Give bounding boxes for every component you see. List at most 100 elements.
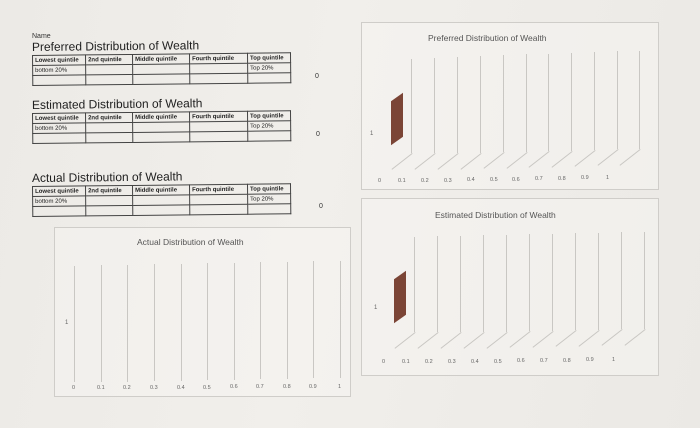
- table-cell[interactable]: [247, 130, 291, 142]
- estimated-bar: [394, 270, 406, 324]
- table-cell[interactable]: [85, 122, 133, 133]
- actual-chart-title: Actual Distribution of Wealth: [137, 237, 244, 247]
- table-cell[interactable]: bottom 20%: [32, 122, 86, 134]
- table-cell[interactable]: [32, 132, 86, 144]
- table-cell[interactable]: Top 20%: [247, 193, 291, 205]
- table-cell[interactable]: [132, 194, 190, 206]
- x-tick: 0.6: [517, 358, 525, 364]
- gridline: [434, 58, 435, 153]
- table-cell[interactable]: [189, 73, 248, 84]
- gridline: [644, 232, 645, 329]
- header-cell: Middle quintile: [132, 184, 190, 196]
- x-tick: 0.2: [421, 178, 429, 184]
- x-tick: 0.7: [535, 176, 543, 182]
- table-cell[interactable]: [132, 73, 190, 85]
- preferred-chart: Preferred Distribution of Wealth 1 0 0.1…: [361, 22, 659, 190]
- table-cell[interactable]: [132, 121, 190, 133]
- table-cell[interactable]: [85, 195, 133, 206]
- gridline: [575, 233, 576, 330]
- table-cell[interactable]: [85, 74, 133, 85]
- table-cell[interactable]: [85, 205, 133, 216]
- x-tick: 0.8: [563, 358, 571, 364]
- table-cell[interactable]: [32, 74, 86, 86]
- header-cell: Middle quintile: [132, 53, 190, 65]
- x-tick: 0.8: [283, 384, 291, 390]
- table-cell[interactable]: bottom 20%: [32, 64, 86, 76]
- table-cell[interactable]: [132, 204, 190, 216]
- x-tick: 0: [72, 385, 76, 391]
- x-tick: 0.3: [150, 385, 158, 391]
- x-tick: 1: [338, 384, 342, 390]
- gridline: [598, 233, 599, 330]
- gridline: [506, 235, 507, 332]
- table-cell[interactable]: [85, 132, 133, 143]
- header-cell: Fourth quintile: [189, 111, 248, 122]
- gridline: [617, 51, 618, 149]
- gridline: [440, 332, 462, 349]
- table-cell[interactable]: [132, 63, 190, 75]
- gridline: [74, 266, 75, 382]
- table-cell[interactable]: [189, 63, 248, 74]
- gridline: [260, 262, 261, 379]
- gridline: [457, 57, 458, 153]
- header-cell: Fourth quintile: [189, 184, 248, 195]
- actual-table-title: Actual Distribution of Wealth: [31, 169, 183, 185]
- x-tick: 0.4: [467, 177, 475, 183]
- table-cell[interactable]: [189, 194, 248, 205]
- x-tick: 0.6: [512, 177, 520, 183]
- table-cell[interactable]: [247, 203, 291, 215]
- gridline: [391, 153, 413, 170]
- table-cell[interactable]: [189, 131, 248, 142]
- gridline: [460, 236, 461, 332]
- gridline: [509, 331, 531, 348]
- x-tick: 0: [378, 178, 382, 184]
- gridline: [597, 149, 619, 166]
- estimated-side-value: 0: [316, 131, 320, 138]
- x-tick: 0.5: [490, 177, 498, 183]
- table-cell[interactable]: [85, 64, 133, 75]
- table-cell[interactable]: [189, 204, 248, 215]
- estimated-chart: Estimated Distribution of Wealth 1 0 0.1…: [361, 198, 659, 376]
- table-cell[interactable]: [32, 205, 86, 217]
- gridline: [414, 153, 436, 170]
- gridline: [287, 262, 288, 379]
- gridline: [594, 52, 595, 150]
- gridline: [486, 332, 508, 349]
- actual-chart: Actual Distribution of Wealth 1 0 0.1 0.…: [54, 227, 351, 397]
- table-cell[interactable]: Top 20%: [247, 120, 291, 132]
- header-cell: Middle quintile: [132, 111, 190, 123]
- header-cell: 2nd quintile: [85, 112, 133, 123]
- estimated-chart-title: Estimated Distribution of Wealth: [435, 210, 556, 220]
- gridline: [578, 330, 600, 347]
- x-tick: 0.9: [581, 175, 589, 181]
- x-tick: 0.5: [494, 359, 502, 365]
- gridline: [154, 264, 155, 381]
- table-cell[interactable]: [132, 131, 190, 143]
- gridline: [181, 264, 182, 381]
- gridline: [532, 331, 554, 348]
- header-cell: Lowest quintile: [32, 185, 86, 197]
- header-cell: Top quintile: [247, 52, 291, 64]
- gridline: [503, 55, 504, 152]
- gridline: [526, 54, 527, 152]
- x-tick: 0.1: [402, 359, 410, 365]
- header-cell: Lowest quintile: [32, 54, 86, 66]
- x-tick: 0.7: [540, 358, 548, 364]
- x-tick: 0.6: [230, 384, 238, 390]
- x-tick: 0.3: [448, 359, 456, 365]
- gridline: [207, 263, 208, 380]
- table-cell[interactable]: [247, 72, 291, 84]
- gridline: [483, 235, 484, 332]
- gridline: [234, 263, 235, 380]
- table-cell[interactable]: bottom 20%: [32, 195, 86, 207]
- estimated-table-title: Estimated Distribution of Wealth: [31, 96, 203, 112]
- x-tick: 0.8: [558, 176, 566, 182]
- preferred-bar: [391, 92, 403, 146]
- gridline: [414, 237, 415, 332]
- estimated-distribution-table: Lowest quintile 2nd quintile Middle quin…: [32, 110, 291, 144]
- table-cell[interactable]: Top 20%: [247, 62, 291, 74]
- table-cell[interactable]: [189, 121, 248, 132]
- gridline: [463, 332, 485, 349]
- x-tick: 0.4: [177, 385, 185, 391]
